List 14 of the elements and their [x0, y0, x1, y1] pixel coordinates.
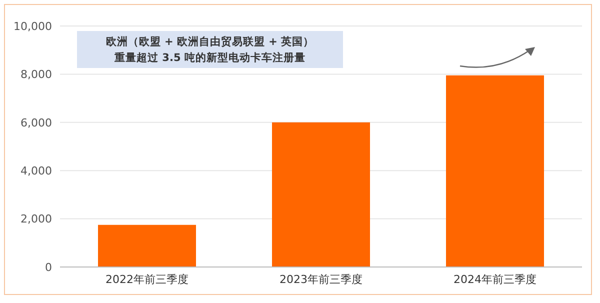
- bar: [98, 224, 196, 267]
- y-tick-label: 4,000: [20, 164, 52, 178]
- bar: [272, 122, 370, 267]
- text: 欧洲（欧盟 + 欧洲自由贸易联盟 + 英国）: [106, 34, 314, 50]
- y-tick-label: 0: [45, 260, 52, 274]
- y-tick-label: 6,000: [20, 116, 52, 130]
- bar: [446, 75, 544, 267]
- y-tick-label: 2,000: [20, 212, 52, 226]
- x-tick-label: 2023年前三季度: [280, 272, 362, 286]
- y-tick-label: 8,000: [20, 68, 52, 82]
- text: 重量超过 3.5 吨的新型电动卡车注册量: [114, 50, 306, 66]
- y-tick-label: 10,000: [14, 20, 52, 33]
- x-tick-label: 2024年前三季度: [454, 272, 536, 286]
- x-tick-label: 2022年前三季度: [106, 272, 188, 286]
